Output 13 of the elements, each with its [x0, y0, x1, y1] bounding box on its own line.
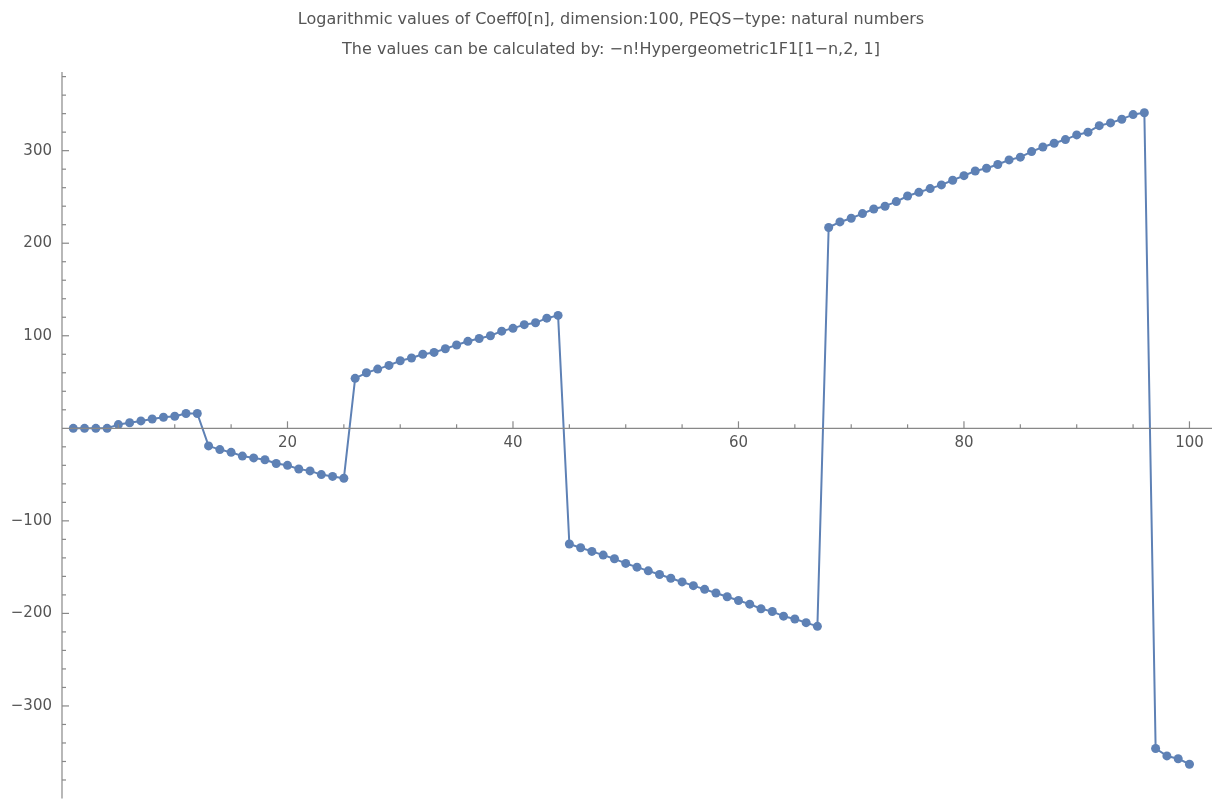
chart-title: Logarithmic values of Coeff0[n], dimension:100, PEQS−type: natural numbers — [297, 9, 925, 29]
y-tick-label: −200 — [10, 603, 52, 622]
x-tick-label: 100 — [1175, 432, 1204, 451]
y-tick-label: −300 — [10, 695, 52, 714]
y-tick-label: 100 — [23, 325, 52, 344]
y-tick-label: 200 — [23, 233, 52, 252]
x-tick-label: 20 — [277, 432, 298, 451]
chart-subtitle: The values can be calculated by: −n!Hypergeometric1F1[1−n,2, 1] — [341, 39, 880, 59]
x-tick-label: 60 — [728, 432, 749, 451]
x-tick-label: 40 — [503, 432, 523, 451]
y-tick-label: −100 — [10, 510, 52, 529]
y-tick-label: 300 — [23, 140, 52, 159]
x-tick-label: 80 — [954, 432, 974, 451]
